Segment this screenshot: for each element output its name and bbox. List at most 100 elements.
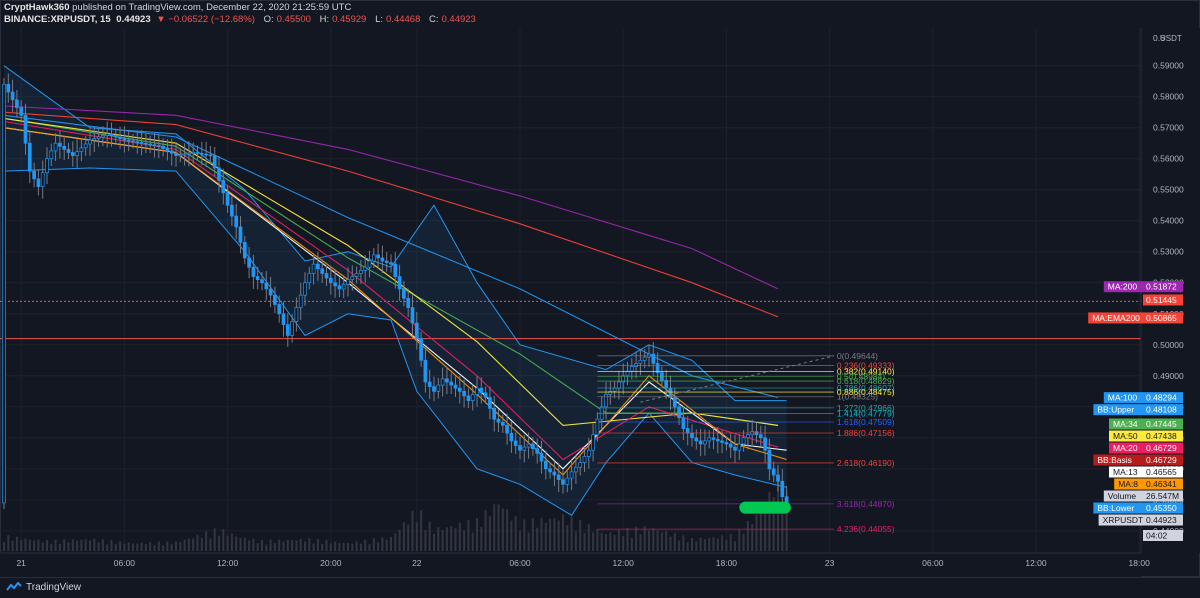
price-tag-value-box [1143,490,1183,502]
candle-body [135,141,140,143]
candle-body [561,479,565,485]
candle-body [212,155,217,169]
volume-bar [755,514,758,551]
candle-body [677,406,681,418]
candle-body [737,443,742,451]
volume-bar [407,524,410,551]
volume-bar [149,541,152,551]
fib-level-label: 0(0.49644) [837,351,878,361]
volume-bar [157,541,160,551]
volume-bar [175,541,177,551]
volume-bar [3,541,5,551]
candle-body [617,381,621,389]
candle-body [500,421,505,426]
volume-bar [368,544,371,551]
candle-body [131,140,135,143]
price-tag-label: XRPUSDT [1103,515,1144,525]
volume-bar [50,544,53,551]
price-tag-label-box [1109,466,1143,478]
volume-bar [441,530,444,551]
price-tag-label: MA:20 [1113,443,1138,453]
candle-body [328,277,333,284]
candle-body [380,257,385,262]
symbol-label[interactable]: BINANCE:XRPUSDT, 15 [4,14,111,25]
fib-level-label: 0.786(0.48607) [837,383,895,393]
x-axis-tick-label: 22 [412,558,422,568]
volume-bar [648,530,650,551]
volume-bar [605,533,607,551]
volume-bar [239,537,242,551]
volume-bar [364,539,367,551]
ohlc-high: H: 0.45929 [319,14,367,25]
volume-bar [170,544,173,551]
last-price: 0.44923 [116,14,151,25]
candle-body [294,307,299,322]
candle-body [470,394,475,401]
volume-bar [67,542,70,551]
candle-body [75,151,79,156]
volume-bar [686,542,689,551]
volume-bar [166,541,169,551]
volume-bar [359,543,362,551]
candle-body [741,437,746,445]
price-tag-label-box [1103,281,1143,293]
volume-bar [136,543,139,551]
volume-bar [355,541,358,551]
tradingview-logo[interactable]: TradingView [6,582,81,593]
volume-bar [140,542,143,551]
volume-bar [587,524,590,551]
candle-body [638,359,643,364]
volume-bar [213,528,216,551]
price-tag-label: MA:34 [1113,419,1138,429]
price-tag-value: 0.46729 [1146,443,1177,453]
volume-bar [785,490,788,551]
price-change: ▼ −0.06522 (−12.68%) [156,14,255,25]
volume-bar [101,539,104,551]
volume-bar [617,529,620,551]
candle-body [6,83,11,93]
volume-bar [218,535,220,551]
candle-body [79,147,84,153]
candle-body [376,254,380,259]
volume-bar [114,544,117,551]
volume-bar [106,544,109,551]
volume-bar [252,538,255,551]
volume-bar [196,534,199,551]
x-axis-tick-label: 18:00 [716,558,738,568]
price-tag-value-box [1143,442,1183,454]
candle-body [83,143,88,149]
candle-body [483,392,488,398]
candle-body [174,152,178,156]
candle-body [96,136,101,139]
volume-bar [394,533,397,551]
candle-body [445,378,449,383]
published-text: published on TradingView.com, December 2… [72,2,352,13]
candle-body [92,138,97,141]
volume-bar [424,530,427,551]
candle-body [604,394,608,408]
moving-average-line [3,114,779,399]
candle-body [664,380,669,389]
candle-body [367,260,372,268]
candle-body [728,443,733,448]
candle-body [539,452,544,462]
candle-body [204,153,208,156]
price-tag-label-box [1103,392,1143,404]
candle-body [475,387,479,395]
price-tag-value: 0.51872 [1146,282,1177,292]
x-axis-tick-label: 06:00 [922,558,944,568]
x-axis-tick-label: 06:00 [509,558,531,568]
candle-body [543,460,548,470]
candle-body [668,387,673,398]
candle-body [715,439,720,442]
volume-bar [467,519,470,551]
candle-body [776,474,780,482]
candle-body [191,152,196,154]
volume-bar [570,516,573,551]
candle-body [49,150,54,160]
candle-body [651,353,656,364]
volume-bar [312,543,315,551]
author-name[interactable]: CryptHawk360 [4,2,70,13]
chart-canvas[interactable]: 0(0.49644)0.236(0.49333)0.382(0.49140)0.… [0,0,1200,577]
candle-body [242,242,247,259]
